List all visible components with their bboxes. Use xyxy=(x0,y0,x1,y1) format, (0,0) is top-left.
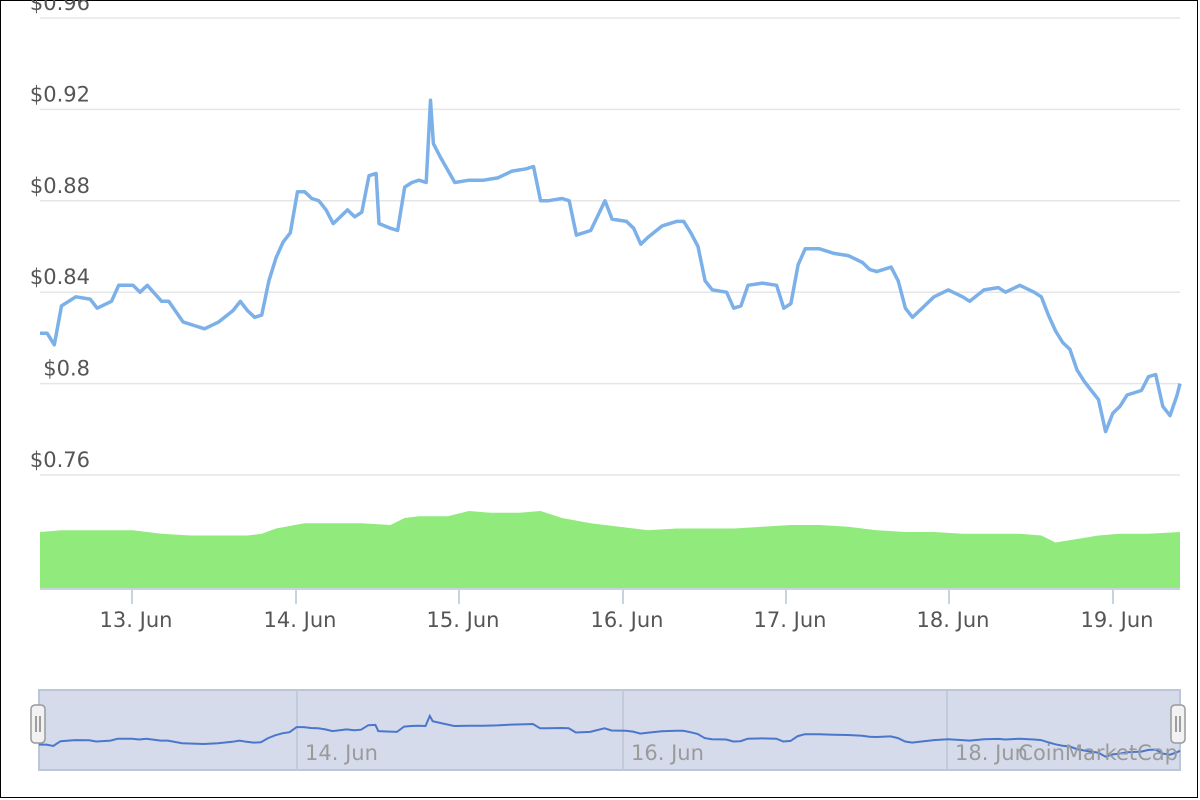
navigator-tick-label: 14. Jun xyxy=(305,741,378,765)
y-tick-label: $0.96 xyxy=(30,0,90,15)
x-tick-label: 16. Jun xyxy=(591,608,664,632)
y-tick-label: $0.8 xyxy=(43,357,90,381)
grip-handle-icon[interactable] xyxy=(30,704,46,744)
x-tick-label: 13. Jun xyxy=(100,608,173,632)
price-line xyxy=(40,98,1182,434)
navigator-line xyxy=(39,713,1181,758)
volume-area xyxy=(40,511,1180,588)
x-tick-label: 18. Jun xyxy=(917,608,990,632)
navigator[interactable]: 14. Jun 16. Jun 18. Jun xyxy=(30,689,1186,771)
price-layer xyxy=(40,98,1182,434)
y-tick-label: $0.88 xyxy=(30,174,90,198)
grid-layer: $0.76 $0.8 $0.84 $0.88 $0.92 $0.96 xyxy=(30,0,1180,476)
x-tick-label: 17. Jun xyxy=(754,608,827,632)
x-tick-label: 19. Jun xyxy=(1081,608,1154,632)
x-axis: 13. Jun 14. Jun 15. Jun 16. Jun 17. Jun 18. J… xyxy=(100,589,1154,632)
navigator-tick-label: 18. Jun xyxy=(955,741,1028,765)
navigator-tick-label: 16. Jun xyxy=(631,741,704,765)
volume-layer xyxy=(40,511,1180,590)
y-tick-label: $0.84 xyxy=(30,265,90,289)
y-tick-label: $0.76 xyxy=(30,448,90,472)
x-tick-label: 14. Jun xyxy=(264,608,337,632)
x-tick-label: 15. Jun xyxy=(427,608,500,632)
navigator-handle-right[interactable] xyxy=(1170,704,1186,744)
grip-handle-icon[interactable] xyxy=(1170,704,1186,744)
navigator-handle-left[interactable] xyxy=(30,704,46,744)
y-tick-label: $0.92 xyxy=(30,82,90,106)
watermark: CoinMarketCap xyxy=(1018,741,1178,765)
